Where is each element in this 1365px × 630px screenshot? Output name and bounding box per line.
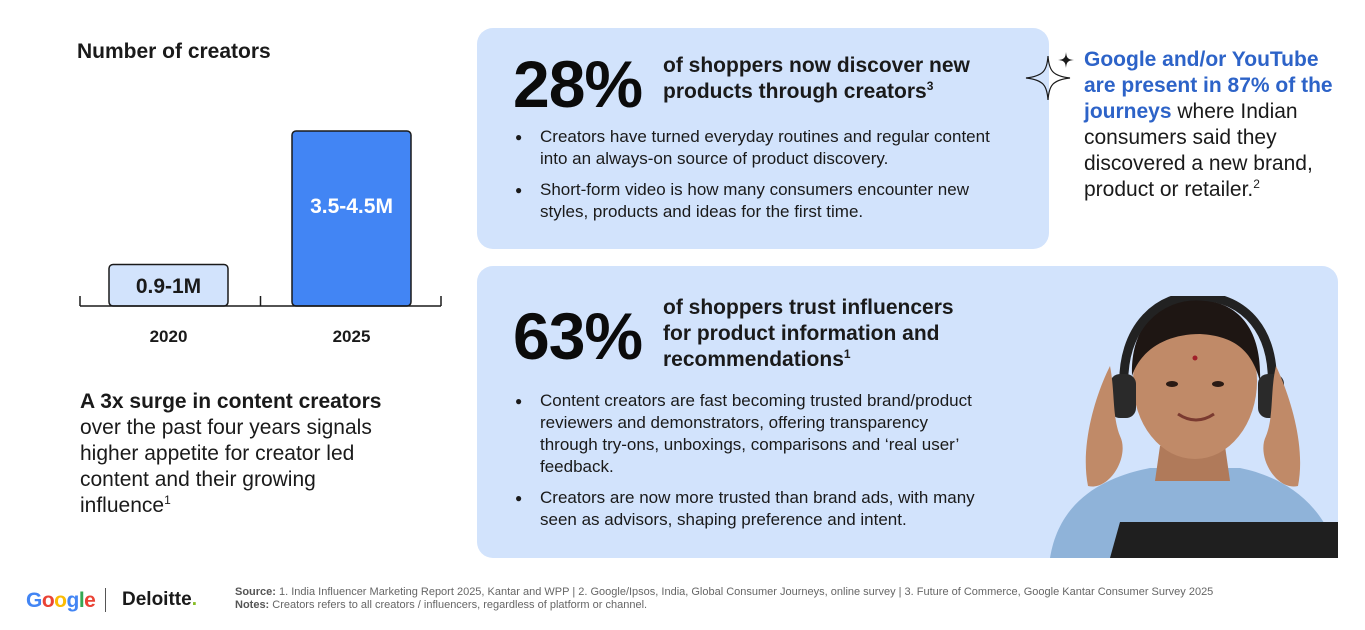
deloitte-logo-text: Deloitte — [122, 589, 192, 610]
google-stat-bold: Google and/or YouTube are present in 87%… — [1084, 48, 1333, 123]
trust-headline: of shoppers trust influencers for produc… — [663, 295, 983, 373]
discovery-bullets: Creators have turned everyday routines a… — [515, 126, 1015, 232]
surge-text: A 3x surge in content creators over the … — [80, 389, 400, 519]
trust-headline-text: of shoppers trust influencers for produc… — [663, 296, 954, 371]
chart-title: Number of creators — [77, 40, 271, 63]
deloitte-logo: Deloitte. — [122, 589, 197, 611]
data-label: 3.5-4.5M — [310, 195, 393, 218]
x-tick-label: 2025 — [333, 327, 371, 346]
list-item: Creators have turned everyday routines a… — [515, 126, 1015, 170]
google-logo-letter: G — [26, 589, 42, 612]
discovery-headline: of shoppers now discover new products th… — [663, 53, 1023, 105]
notes-label: Notes: — [235, 599, 270, 611]
notes-text: Creators refers to all creators / influe… — [269, 599, 648, 611]
creators-bar-chart: 0.9-1M 2020 3.5-4.5M 2025 — [79, 130, 442, 346]
discovery-headline-text: of shoppers now discover new products th… — [663, 54, 970, 103]
google-stat-text: Google and/or YouTube are present in 87%… — [1084, 47, 1354, 203]
source-line: Source: 1. India Influencer Marketing Re… — [235, 586, 1345, 599]
list-item: Short-form video is how many consumers e… — [515, 179, 1015, 223]
google-logo-letter: o — [54, 589, 67, 612]
trust-sup: 1 — [843, 347, 851, 361]
google-logo-letter: e — [84, 589, 96, 612]
google-logo-letter: o — [41, 589, 55, 612]
list-item: Creators are now more trusted than brand… — [515, 487, 985, 531]
person-with-headphones-illustration — [1050, 296, 1338, 558]
logo-divider — [105, 588, 106, 612]
data-label: 0.9-1M — [136, 275, 201, 298]
google-logo: Google — [26, 589, 96, 613]
google-stat-sup: 2 — [1253, 177, 1260, 191]
notes-line: Notes: Creators refers to all creators /… — [235, 599, 1345, 612]
discovery-sup: 3 — [926, 79, 934, 93]
x-tick-label: 2020 — [150, 327, 188, 346]
discovery-stat: 28% — [513, 47, 643, 121]
google-logo-letter: g — [66, 589, 80, 612]
google-logo-letter: l — [78, 589, 85, 612]
google-stat-rest: where Indian consumers said they discove… — [1084, 100, 1313, 201]
surge-rest: over the past four years signals higher … — [80, 416, 372, 517]
list-item: Content creators are fast becoming trust… — [515, 390, 985, 478]
sparkle-icon — [1025, 52, 1074, 101]
footnotes: Source: 1. India Influencer Marketing Re… — [235, 586, 1345, 612]
surge-bold: A 3x surge in content creators — [80, 390, 382, 413]
trust-stat: 63% — [513, 299, 643, 373]
source-text: 1. India Influencer Marketing Report 202… — [275, 586, 1214, 598]
trust-bullets: Content creators are fast becoming trust… — [515, 390, 985, 540]
surge-sup: 1 — [164, 493, 171, 507]
source-label: Source: — [235, 586, 276, 598]
discovery-card: 28% of shoppers now discover new product… — [477, 28, 1049, 249]
bar-2025 — [291, 130, 412, 307]
deloitte-logo-dot: . — [191, 589, 197, 610]
